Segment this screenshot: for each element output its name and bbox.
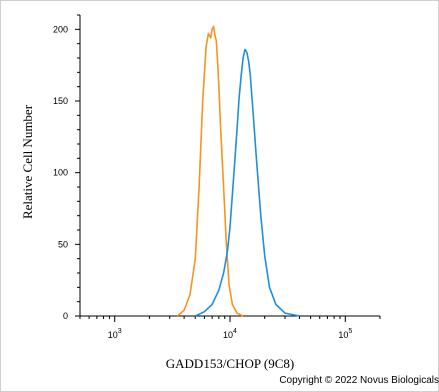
copyright-text: Copyright © 2022 Novus Biologicals <box>279 375 439 386</box>
y-tick-label: 200 <box>53 24 68 34</box>
x-tick-label: 105 <box>338 328 352 340</box>
histogram-series-2 <box>194 48 300 317</box>
y-tick-label: 100 <box>53 168 68 178</box>
histogram-series-1 <box>176 25 244 317</box>
y-tick-label: 150 <box>53 96 68 106</box>
y-tick-label: 0 <box>63 311 68 321</box>
x-tick-label: 104 <box>223 328 237 340</box>
x-axis-title: GADD153/CHOP (9C8) <box>166 356 294 371</box>
y-axis-title: Relative Cell Number <box>20 104 35 219</box>
series-layer <box>176 25 300 317</box>
y-tick-label: 50 <box>58 239 68 249</box>
x-tick-label: 103 <box>108 328 122 340</box>
axes: 0 50 100 150 200 103 104 105 <box>53 14 381 340</box>
